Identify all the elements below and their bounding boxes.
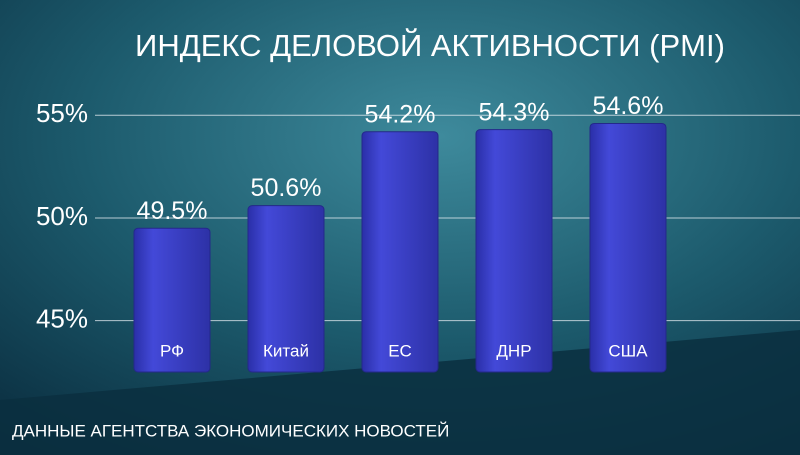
value-label: 49.5% xyxy=(137,197,208,225)
value-label: 54.2% xyxy=(365,100,436,128)
x-tick-label: ЕС xyxy=(388,341,412,360)
y-tick-label: 50% xyxy=(36,201,88,231)
chart-title: ИНДЕКС ДЕЛОВОЙ АКТИВНОСТИ (PMI) xyxy=(135,27,725,63)
bar xyxy=(589,122,667,373)
bar xyxy=(361,131,439,373)
x-tick-label: ДНР xyxy=(496,341,531,360)
value-label: 50.6% xyxy=(251,174,322,202)
x-tick-label: США xyxy=(608,341,648,360)
bar xyxy=(475,129,553,373)
y-tick-label: 45% xyxy=(36,304,88,334)
y-tick-label: 55% xyxy=(36,98,88,128)
source-note: ДАННЫЕ АГЕНТСТВА ЭКОНОМИЧЕСКИХ НОВОСТЕЙ xyxy=(12,421,449,440)
x-tick-label: Китай xyxy=(263,341,309,360)
value-label: 54.3% xyxy=(479,98,550,126)
x-tick-label: РФ xyxy=(160,341,184,360)
value-label: 54.6% xyxy=(593,92,664,120)
bar xyxy=(133,227,211,373)
bar xyxy=(247,205,325,373)
